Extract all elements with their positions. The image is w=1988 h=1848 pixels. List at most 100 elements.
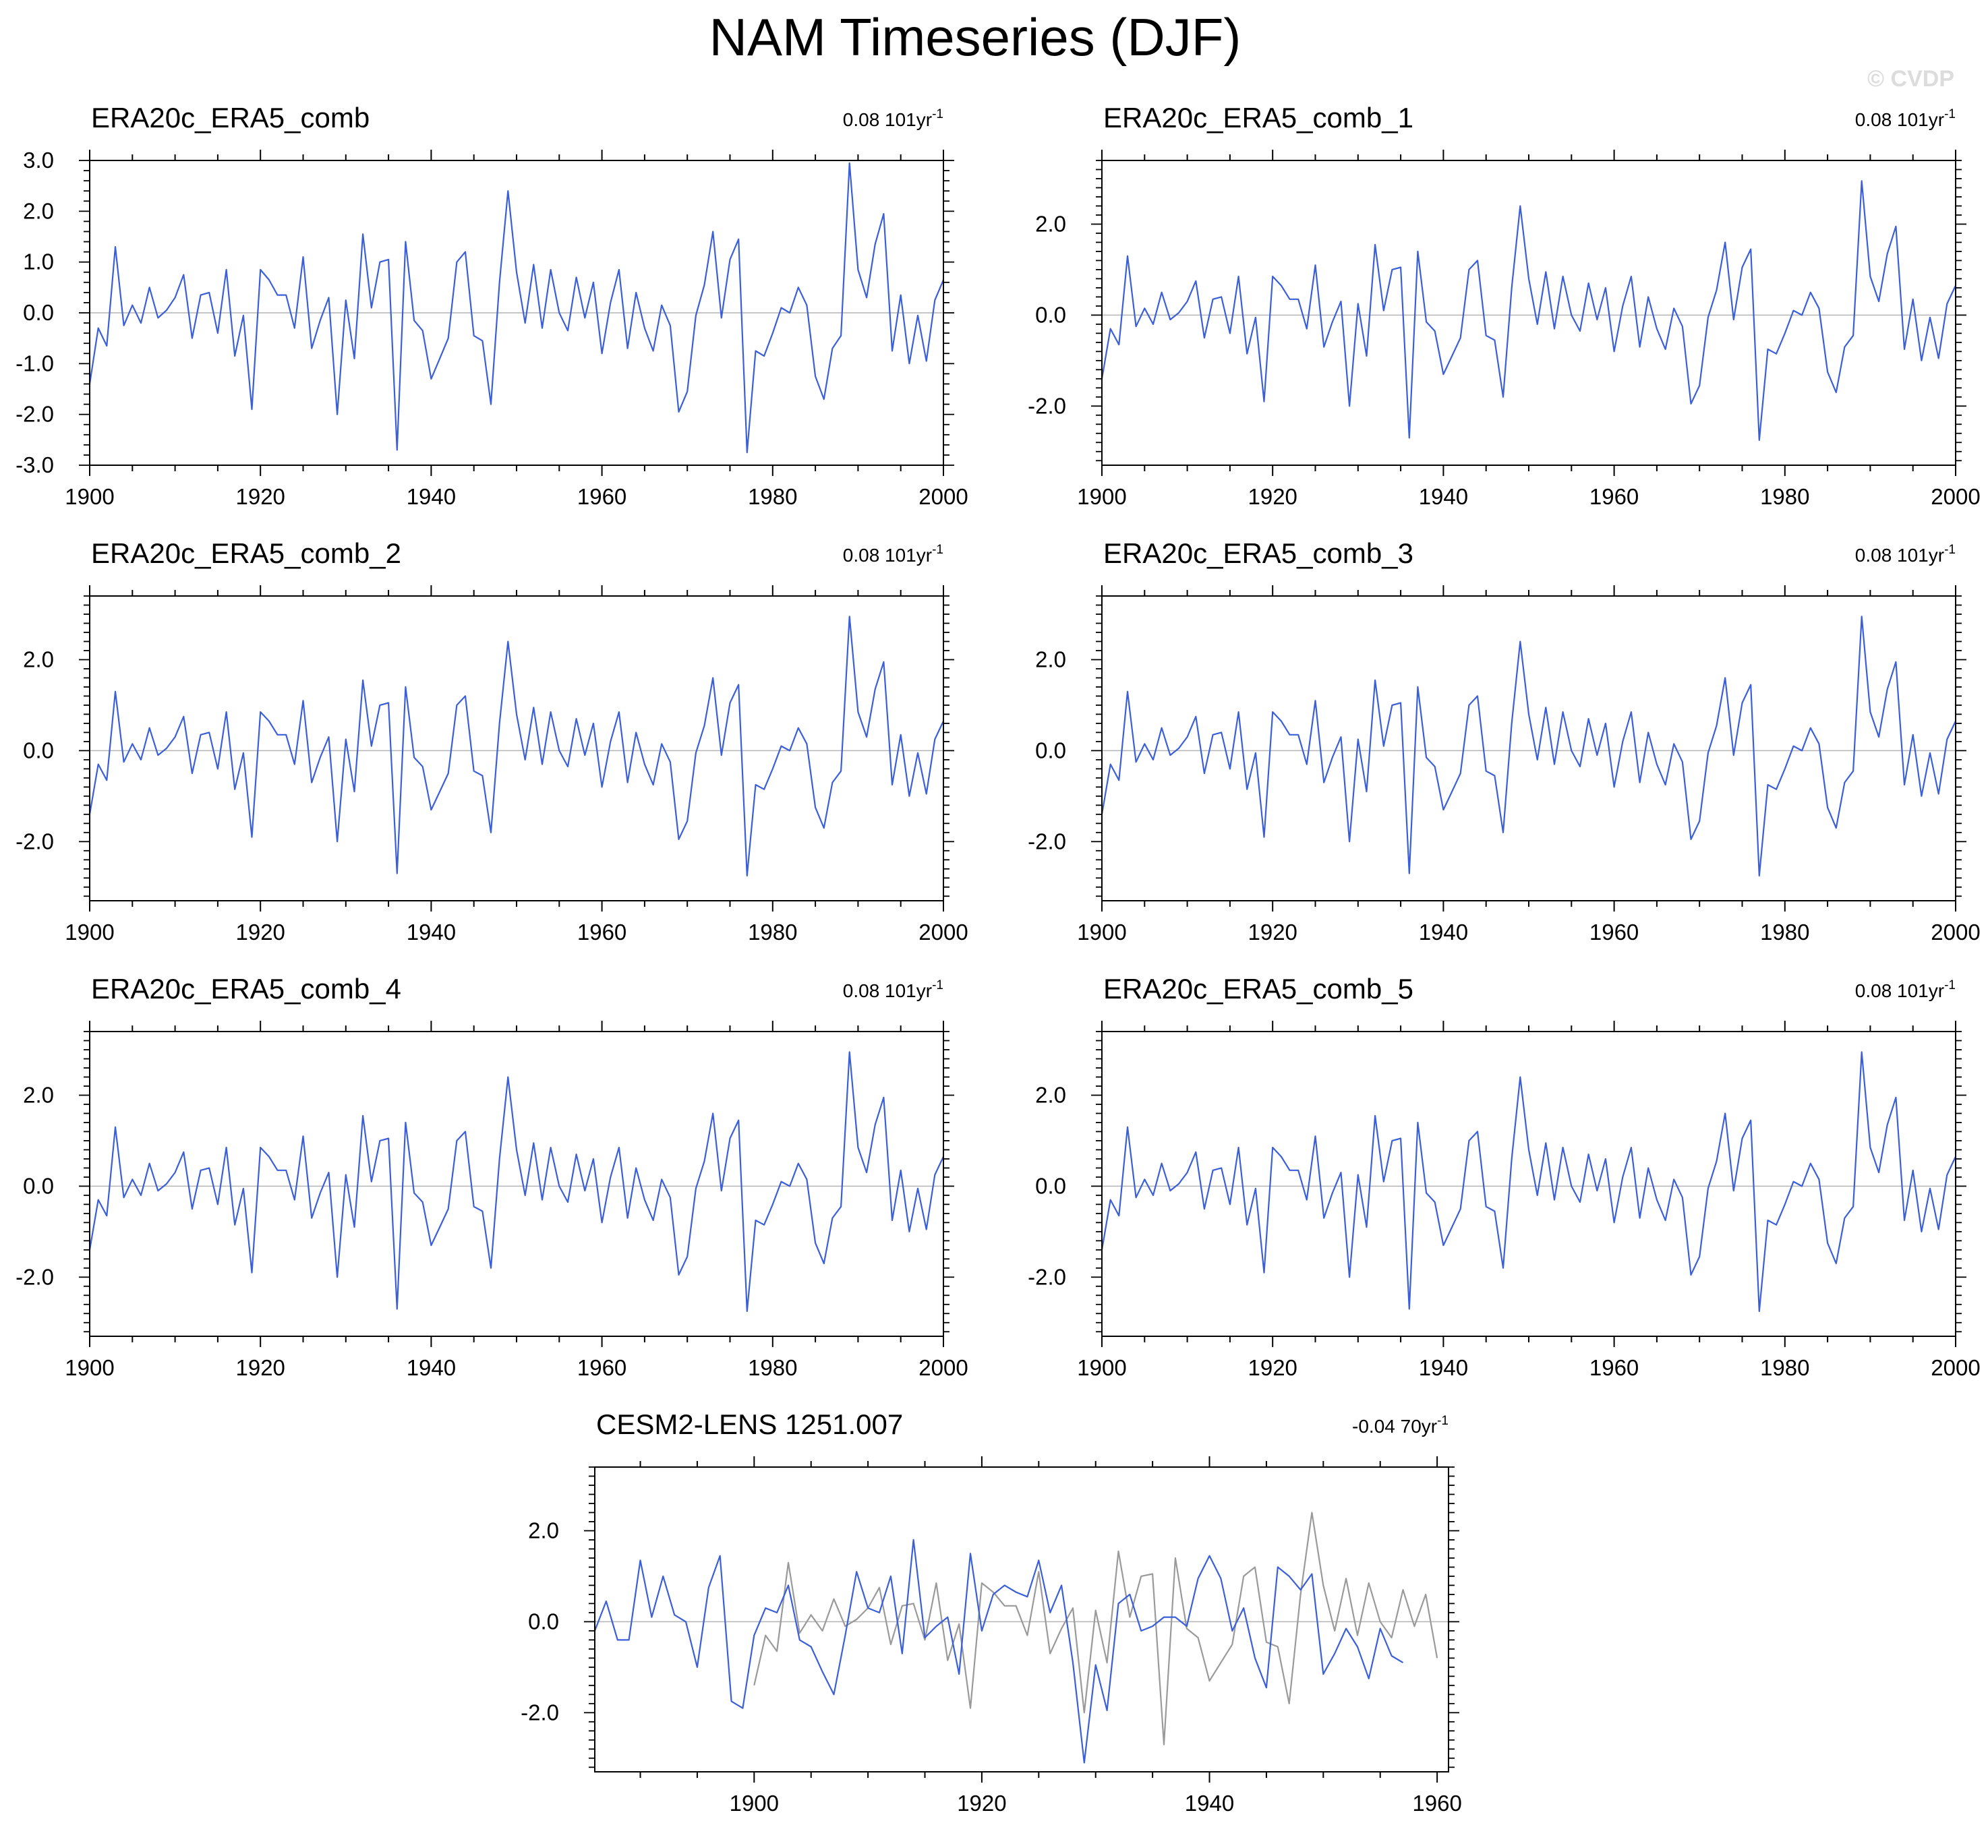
x-tick-label: 1980 [748,1355,797,1380]
x-tick-label: 1960 [1589,1355,1639,1380]
trend-label: 0.08 101yr-1 [1855,543,1956,566]
series-line [1102,616,1956,877]
y-tick-label: 0.0 [1035,1173,1066,1198]
y-tick-label: 3.0 [23,148,54,173]
series-line [90,1051,943,1313]
y-tick-label: 2.0 [528,1518,559,1543]
x-tick-label: 1900 [1077,484,1126,509]
y-tick-label: -1.0 [16,351,54,376]
page-title: NAM Timeseries (DJF) [709,7,1241,67]
panel-title: ERA20c_ERA5_comb_5 [1103,973,1413,1005]
y-tick-label: 1.0 [23,249,54,274]
trend-label: 0.08 101yr-1 [1855,978,1956,1001]
panel-title: ERA20c_ERA5_comb_4 [91,973,401,1005]
y-tick-label: 0.0 [23,738,54,763]
x-tick-label: 2000 [1931,920,1980,945]
x-tick-label: 1900 [65,1355,114,1380]
series-line [90,162,943,454]
x-tick-label: 1940 [1419,920,1468,945]
x-tick-label: 1960 [1589,484,1639,509]
y-tick-label: 0.0 [1035,302,1066,327]
x-tick-label: 1920 [235,484,285,509]
y-tick-label: 2.0 [23,647,54,672]
trend-label: 0.08 101yr-1 [843,978,943,1001]
trend-label: 0.08 101yr-1 [843,107,943,130]
y-tick-label: 0.0 [1035,738,1066,763]
x-tick-label: 2000 [1931,484,1980,509]
panel-title: CESM2-LENS 1251.007 [596,1408,903,1440]
y-tick-label: 2.0 [1035,647,1066,672]
x-tick-label: 1920 [957,1791,1006,1816]
panel-title: ERA20c_ERA5_comb_3 [1103,537,1413,569]
y-tick-label: 2.0 [23,198,54,223]
x-tick-label: 1940 [1419,1355,1468,1380]
trend-label: 0.08 101yr-1 [843,543,943,566]
x-tick-label: 1920 [1248,484,1297,509]
panel-title: ERA20c_ERA5_comb_2 [91,537,401,569]
y-tick-label: 2.0 [23,1082,54,1107]
x-tick-label: 2000 [918,484,968,509]
y-tick-label: 2.0 [1035,211,1066,236]
series-line [595,1539,1404,1764]
x-tick-label: 1900 [730,1791,779,1816]
chart-panel: ERA20c_ERA5_comb_3 0.08 101yr-1 1900 1920 19… [1028,537,1981,945]
x-tick-label: 1900 [1077,920,1126,945]
x-tick-label: 1980 [748,920,797,945]
y-tick-label: -2.0 [1028,1264,1066,1289]
chart-panel: CESM2-LENS 1251.007 -0.04 70yr-1 1900 1920 1… [521,1408,1462,1816]
x-tick-label: 1980 [1760,1355,1809,1380]
series-line [1102,1051,1956,1313]
chart-panel: ERA20c_ERA5_comb_4 0.08 101yr-1 1900 1920 19… [16,973,968,1380]
chart-panel: ERA20c_ERA5_comb_5 0.08 101yr-1 1900 1920 19… [1028,973,1981,1380]
series-line [90,616,943,877]
x-tick-label: 1940 [407,1355,456,1380]
x-tick-label: 1980 [1760,484,1809,509]
x-tick-label: 1940 [1419,484,1468,509]
plot-frame [89,595,944,901]
x-tick-label: 2000 [918,920,968,945]
x-tick-label: 1900 [1077,1355,1126,1380]
x-tick-label: 1920 [235,920,285,945]
plot-frame [1101,160,1956,466]
x-tick-label: 1900 [65,484,114,509]
x-tick-label: 2000 [918,1355,968,1380]
panel-title: ERA20c_ERA5_comb_1 [1103,102,1413,133]
reference-series-line [753,1512,1438,1746]
x-tick-label: 1940 [1185,1791,1234,1816]
panels: ERA20c_ERA5_comb 0.08 101yr-1 1900 1920 1940… [16,102,1981,1816]
series-line [1102,180,1956,442]
x-tick-label: 1920 [235,1355,285,1380]
chart-panel: ERA20c_ERA5_comb 0.08 101yr-1 1900 1920 1940… [16,102,968,509]
y-tick-label: -2.0 [1028,393,1066,418]
x-tick-label: 1900 [65,920,114,945]
y-tick-label: -3.0 [16,452,54,477]
x-tick-label: 1940 [407,484,456,509]
y-tick-label: 0.0 [23,1173,54,1198]
x-tick-label: 1960 [577,920,626,945]
x-tick-label: 1960 [1589,920,1639,945]
panel-title: ERA20c_ERA5_comb [91,102,370,133]
x-tick-label: 1920 [1248,1355,1297,1380]
y-tick-label: -2.0 [521,1700,559,1725]
plot-frame [89,1031,944,1337]
x-tick-label: 1960 [1412,1791,1461,1816]
y-tick-label: -2.0 [16,1264,54,1289]
y-tick-label: -2.0 [1028,829,1066,854]
x-tick-label: 2000 [1931,1355,1980,1380]
x-tick-label: 1980 [1760,920,1809,945]
y-tick-label: 0.0 [23,300,54,325]
chart-panel: ERA20c_ERA5_comb_2 0.08 101yr-1 1900 1920 19… [16,537,968,945]
y-tick-label: 0.0 [528,1609,559,1634]
trend-label: 0.08 101yr-1 [1855,107,1956,130]
x-tick-label: 1940 [407,920,456,945]
chart-panel: ERA20c_ERA5_comb_1 0.08 101yr-1 1900 1920 19… [1028,102,1981,509]
x-tick-label: 1960 [577,1355,626,1380]
y-tick-label: 2.0 [1035,1082,1066,1107]
x-tick-label: 1980 [748,484,797,509]
watermark: © CVDP [1867,66,1954,92]
plot-frame [1101,595,1956,901]
plot-frame [594,1466,1449,1772]
y-tick-label: -2.0 [16,829,54,854]
x-tick-label: 1960 [577,484,626,509]
